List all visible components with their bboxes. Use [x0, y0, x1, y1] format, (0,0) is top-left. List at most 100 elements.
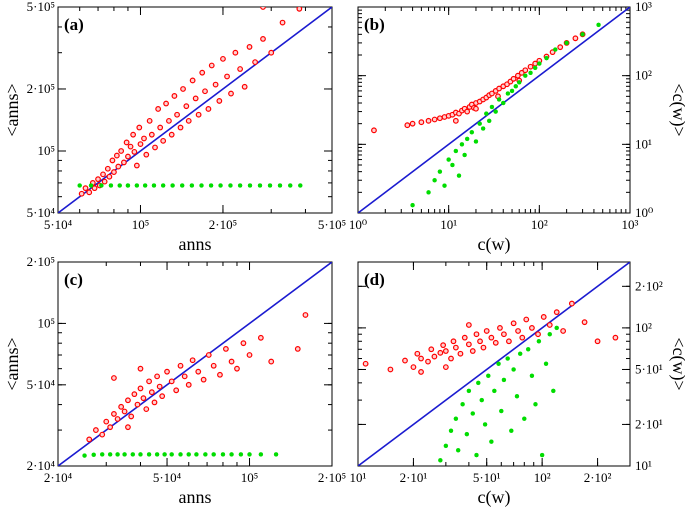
data-point-red: [104, 165, 111, 172]
data-point-red: [440, 342, 447, 349]
data-point-red: [260, 36, 266, 42]
data-point-red: [181, 373, 188, 380]
data-point-red: [133, 162, 140, 169]
data-point-green: [501, 377, 507, 383]
data-point-green: [229, 452, 234, 457]
data-point-green: [453, 148, 459, 154]
data-point-green: [489, 439, 494, 444]
data-point-red: [450, 338, 457, 345]
data-point-red: [431, 353, 438, 360]
data-point-red: [477, 338, 483, 345]
data-point-red: [557, 44, 564, 51]
data-point-green: [179, 183, 185, 188]
data-point-red: [228, 90, 234, 97]
data-point-green: [91, 452, 96, 458]
x-tick-label: 5·10⁴: [44, 217, 73, 232]
data-point-green: [438, 458, 443, 463]
data-point-red: [163, 100, 169, 107]
data-point-green: [238, 452, 244, 457]
x-tick-label: 5·10⁵: [318, 217, 346, 232]
data-point-red: [362, 360, 369, 367]
data-point-green: [509, 428, 514, 433]
data-point-red: [442, 364, 449, 371]
series-red: [371, 31, 586, 134]
data-point-green: [459, 142, 465, 147]
data-point-red: [572, 35, 579, 42]
data-point-red: [140, 395, 147, 402]
data-point-red: [123, 139, 130, 146]
data-point-red: [237, 66, 244, 72]
data-point-red: [560, 328, 567, 334]
x-tick-label: 2·10¹: [400, 470, 428, 485]
data-point-red: [371, 127, 377, 134]
data-point-red: [131, 391, 138, 398]
data-point-red: [457, 350, 464, 357]
data-point-red: [234, 365, 240, 372]
data-point-green: [443, 443, 449, 449]
data-point-green: [532, 65, 538, 71]
plot-frame: [57, 261, 333, 467]
data-point-red: [111, 169, 117, 175]
data-point-red: [156, 383, 163, 390]
y-tick-label: 2·10⁴: [27, 458, 56, 473]
x-tick-label: 10¹: [350, 470, 367, 485]
data-point-red: [437, 349, 444, 356]
data-point-green: [543, 361, 549, 367]
data-point-green: [446, 157, 451, 162]
data-point-red: [501, 331, 507, 338]
data-point-red: [510, 320, 517, 327]
y-tick-label: 5·10⁴: [27, 377, 56, 392]
data-point-red: [146, 117, 153, 124]
data-point-red: [442, 348, 449, 354]
x-axis-label: c(w): [478, 234, 511, 255]
data-point-red: [118, 403, 125, 410]
data-point-red: [160, 137, 167, 144]
data-point-red: [409, 120, 416, 127]
y-tick-label: 10³: [635, 0, 652, 14]
data-point-red: [279, 19, 286, 26]
data-point-red: [594, 338, 601, 345]
data-point-red: [208, 62, 215, 69]
data-point-red: [210, 362, 217, 369]
data-point-green: [505, 91, 511, 96]
data-point-red: [546, 322, 553, 328]
data-point-red: [114, 416, 121, 422]
data-point-green: [456, 173, 462, 178]
plot-frame: [357, 261, 631, 467]
data-point-green: [505, 356, 510, 361]
data-point-green: [539, 452, 545, 458]
data-point-red: [515, 328, 521, 334]
data-point-green: [547, 331, 553, 337]
data-point-green: [580, 32, 585, 37]
x-tick-label: 10²: [531, 217, 548, 232]
data-point-green: [186, 452, 191, 457]
data-point-red: [418, 119, 425, 126]
data-point-green: [493, 109, 498, 114]
data-point-red: [223, 345, 229, 352]
data-point-green: [489, 104, 495, 110]
panel-3: 2·10⁴ 5·10⁴ 10⁵ 2·10⁵ 2·10⁴ 5·10⁴ 10⁵ 2·10⁵ (c) a…: [2, 254, 346, 507]
data-point-red: [101, 178, 108, 185]
data-point-red: [100, 171, 106, 178]
data-point-green: [258, 452, 264, 457]
data-point-green: [564, 40, 569, 46]
data-point-green: [523, 73, 528, 78]
data-point-green: [533, 401, 538, 407]
data-point-green: [479, 397, 485, 403]
data-point-green: [298, 183, 303, 188]
data-point-red: [86, 189, 93, 196]
data-point-red: [103, 418, 110, 425]
data-point-green: [529, 373, 535, 379]
data-point-green: [146, 452, 152, 457]
data-point-green: [469, 129, 475, 135]
data-point-red: [118, 148, 125, 154]
data-point-red: [121, 159, 127, 166]
data-point-green: [442, 183, 447, 188]
data-point-green: [474, 452, 479, 458]
data-point-red: [464, 108, 471, 115]
data-point-green: [486, 373, 491, 379]
data-point-red: [519, 334, 526, 341]
data-point-red: [183, 103, 190, 110]
data-point-red: [177, 124, 184, 131]
